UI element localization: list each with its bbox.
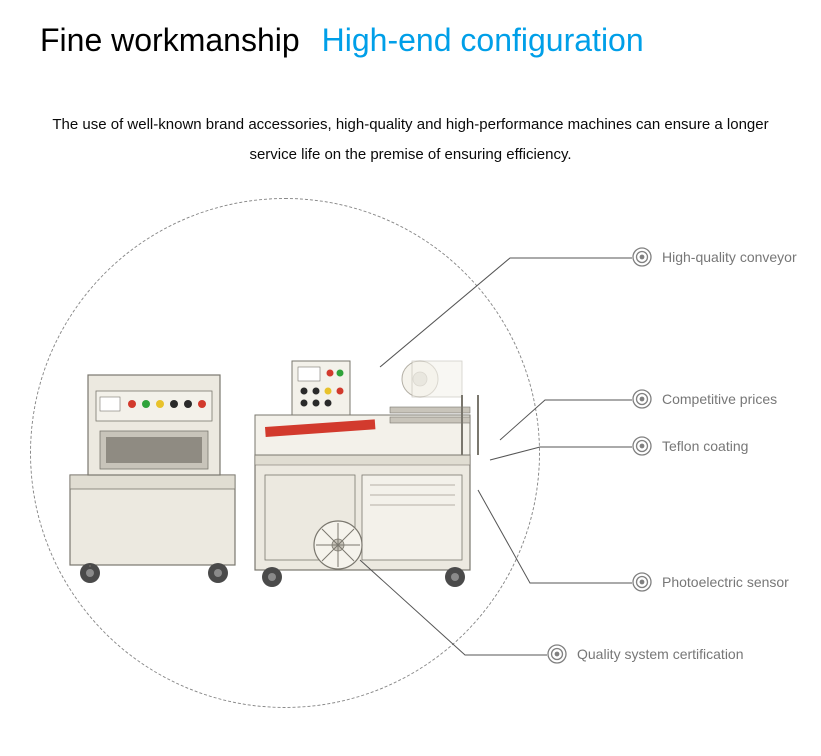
feature-quality-system-certification: Quality system certification <box>547 644 744 664</box>
bullseye-icon <box>632 389 652 409</box>
machine-illustration <box>60 355 490 590</box>
feature-label: Competitive prices <box>662 391 777 407</box>
feature-photoelectric-sensor: Photoelectric sensor <box>632 572 789 592</box>
heading: Fine workmanship High-end configuration <box>40 22 801 59</box>
bullseye-icon <box>632 247 652 267</box>
feature-teflon-coating: Teflon coating <box>632 436 748 456</box>
bullseye-icon <box>547 644 567 664</box>
feature-label: Teflon coating <box>662 438 748 454</box>
heading-right: High-end configuration <box>322 22 644 59</box>
feature-label: High-quality conveyor <box>662 249 797 265</box>
bullseye-icon <box>632 572 652 592</box>
heading-left: Fine workmanship <box>40 22 300 59</box>
feature-high-quality-conveyor: High-quality conveyor <box>632 247 797 267</box>
bullseye-icon <box>632 436 652 456</box>
feature-label: Photoelectric sensor <box>662 574 789 590</box>
description-text: The use of well-known brand accessories,… <box>40 110 781 170</box>
feature-label: Quality system certification <box>577 646 744 662</box>
feature-competitive-prices: Competitive prices <box>632 389 777 409</box>
